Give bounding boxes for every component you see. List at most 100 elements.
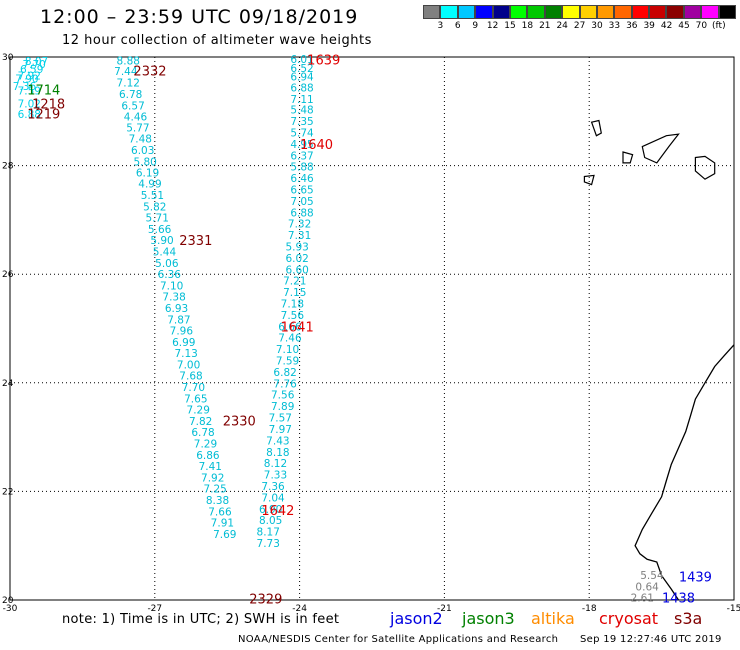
color-scale-legend: 3 6 9 12 15 18 21 24 27 30 33 36 39 42 45 70 (ft) — [423, 5, 737, 33]
satellite-legend-cryosat: cryosat — [599, 609, 659, 628]
swh-value-label: 7.32 — [288, 219, 311, 231]
pass-time-label: 1218 — [32, 98, 65, 113]
swh-value-label: 5.80 — [133, 156, 156, 168]
swh-value-label: 7.31 — [288, 230, 311, 242]
swh-value-label: 6.01 — [290, 54, 313, 66]
pass-time-label: 1639 — [307, 54, 340, 69]
color-scale-label: 24 — [556, 21, 568, 31]
swh-value-label: 7.91 — [211, 517, 234, 529]
swh-value-label: 4.46 — [124, 112, 148, 124]
swh-value-label: 4.95 — [290, 139, 313, 151]
color-scale-label: 42 — [660, 21, 673, 31]
canary-island-outline — [590, 119, 602, 137]
color-scale-swatch — [596, 5, 615, 19]
pass-time-label: 2329 — [249, 592, 282, 607]
pass-time-label: 1714 — [27, 84, 60, 99]
swh-value-label: 7.10 — [276, 344, 299, 356]
color-scale-swatches — [423, 5, 737, 19]
swh-value-label: 5.66 — [148, 224, 172, 236]
pass-time-label: 1438 — [662, 591, 695, 606]
swh-value-label: 8.17 — [257, 527, 280, 539]
color-scale-swatch — [562, 5, 580, 19]
color-scale-labels: 3 6 9 12 15 18 21 24 27 30 33 36 39 42 45 70 (ft) — [423, 19, 736, 33]
swh-value-label: 5.93 — [285, 242, 308, 254]
swh-value-label: 6.03 — [131, 145, 154, 157]
swh-value-label: 7.82 — [189, 416, 212, 428]
africa-coastline — [634, 344, 735, 601]
swh-value-label: 6.19 — [136, 168, 159, 180]
swh-value-label: 5.88 — [290, 162, 313, 174]
swh-value-label: 0.64 — [635, 581, 659, 593]
swh-value-label: 8.12 — [264, 458, 287, 470]
swh-value-label: 6.59 — [20, 64, 43, 76]
color-scale-label: 30 — [591, 21, 603, 31]
swh-value-label: 5.44 — [153, 246, 177, 258]
swh-value-label: 7.92 — [201, 472, 224, 484]
swh-value-label: 7.05 — [290, 196, 313, 208]
canary-island-outline — [694, 155, 716, 180]
lon-tick-label: -18 — [582, 604, 597, 614]
color-scale-swatch — [701, 5, 719, 19]
satellite-legend-jason2: jason2 — [390, 609, 443, 628]
swh-value-label: 8.88 — [117, 55, 140, 67]
swh-value-label: 8.18 — [266, 447, 289, 459]
color-scale-label: 12 — [486, 21, 499, 31]
swh-value-label: 5.90 — [150, 235, 173, 247]
swh-value-label: 7.56 — [281, 310, 305, 322]
canary-island-outline — [641, 133, 680, 164]
swh-value-label: 7.46 — [278, 333, 302, 345]
color-scale-label: 6 — [454, 21, 461, 31]
swh-value-label: 7.25 — [203, 484, 226, 496]
color-scale-label: 33 — [608, 21, 621, 31]
swh-value-label: 5.54 — [640, 570, 664, 582]
color-scale-label: (ft) — [712, 21, 726, 31]
swh-value-label: 7.70 — [22, 59, 45, 71]
swh-value-label: 6.57 — [121, 100, 144, 112]
swh-value-label: 6.90 — [259, 504, 282, 516]
swh-value-label: 7.21 — [283, 276, 306, 288]
swh-value-label: 8.05 — [259, 515, 282, 527]
swh-value-label: 7.36 — [261, 481, 285, 493]
credit-line: NOAA/NESDIS Center for Satellite Applica… — [238, 634, 559, 645]
swh-value-label: 7.15 — [283, 287, 306, 299]
swh-value-label: 7.10 — [160, 281, 183, 293]
swh-value-label: 5.82 — [143, 201, 166, 213]
lon-tick-label: -24 — [292, 604, 307, 614]
swh-value-label: 5.71 — [146, 213, 169, 225]
pass-time-label: 1641 — [281, 320, 314, 335]
swh-value-label: 5.48 — [290, 105, 313, 117]
color-scale-label: 70 — [695, 21, 708, 31]
color-scale-swatch — [579, 5, 597, 19]
swh-value-label: 5.74 — [290, 127, 314, 139]
map-title: 12:00 – 23:59 UTC 09/18/2019 — [40, 6, 359, 28]
swh-value-label: 6.37 — [290, 150, 313, 162]
swh-value-label: 7.44 — [114, 66, 138, 78]
swh-value-label: 6.78 — [119, 89, 142, 101]
swh-value-label: 5.06 — [155, 258, 179, 270]
pass-time-label: 1219 — [27, 107, 60, 122]
color-scale-swatch — [457, 5, 476, 19]
swh-value-label: 7.59 — [18, 86, 41, 98]
color-scale-swatch — [614, 5, 632, 19]
lat-tick-label: 22 — [2, 487, 13, 497]
swh-value-label: 7.59 — [276, 356, 299, 368]
swh-value-label: 7.11 — [290, 94, 313, 106]
color-scale-swatch — [649, 5, 667, 19]
swh-value-label: 7.43 — [266, 435, 289, 447]
color-scale-swatch — [718, 5, 737, 19]
pass-time-label: 1642 — [261, 504, 294, 519]
lat-tick-label: 30 — [2, 53, 14, 63]
swh-value-label: 6.65 — [290, 184, 313, 196]
color-scale-label: 39 — [643, 21, 655, 31]
pass-time-label: 1439 — [679, 571, 712, 586]
timestamp-line: Sep 19 12:27:46 UTC 2019 — [580, 634, 722, 645]
color-scale-swatch — [544, 5, 563, 19]
color-scale-swatch — [666, 5, 684, 19]
swh-value-label: 7.68 — [179, 371, 202, 383]
swh-value-label: 7.89 — [271, 401, 294, 413]
swh-value-label: 7.70 — [182, 382, 205, 394]
swh-value-label: 7.96 — [170, 326, 194, 338]
pass-time-label: 2330 — [223, 414, 256, 429]
satellite-legend-jason3: jason3 — [462, 609, 515, 628]
